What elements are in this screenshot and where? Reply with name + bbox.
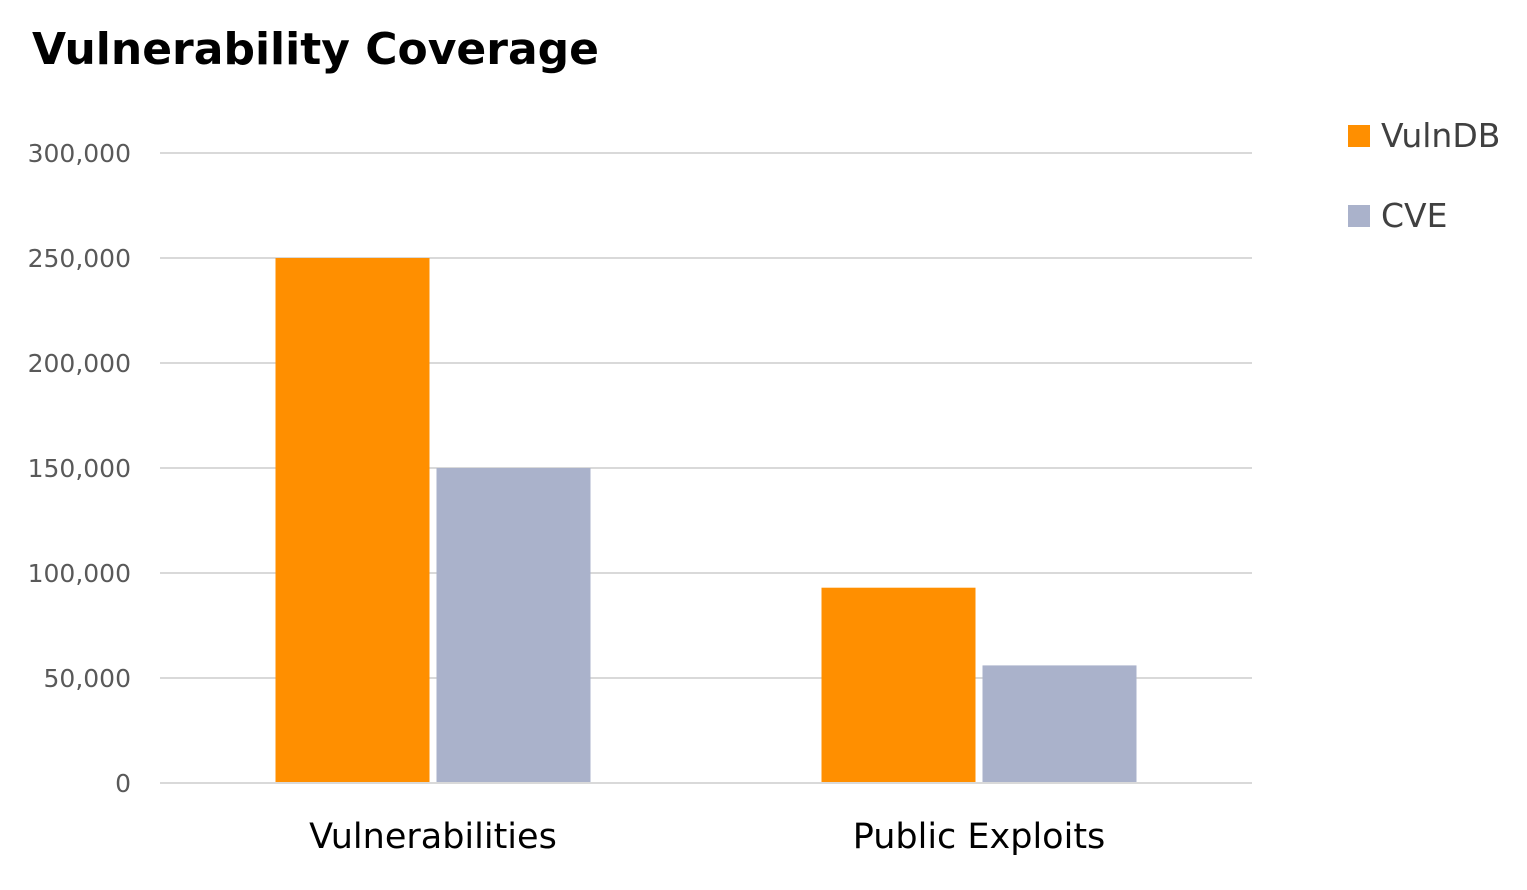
y-axis-ticks: 0 50,000 100,000 150,000 200,000 250,000 300,0… <box>28 139 131 798</box>
x-axis-categories: Vulnerabilities Public Exploits <box>309 817 1105 857</box>
bars <box>160 258 1252 784</box>
legend-swatch-vulndb <box>1348 125 1370 147</box>
legend: VulnDB CVE <box>1348 116 1500 235</box>
y-tick-label: 50,000 <box>44 664 131 693</box>
legend-label-cve: CVE <box>1381 196 1447 235</box>
y-tick-label: 100,000 <box>28 559 131 588</box>
y-tick-label: 200,000 <box>28 349 131 378</box>
legend-label-vulndb: VulnDB <box>1381 116 1500 155</box>
y-tick-label: 0 <box>115 769 131 798</box>
x-category-label: Vulnerabilities <box>309 817 557 857</box>
x-category-label: Public Exploits <box>853 817 1106 857</box>
y-tick-label: 150,000 <box>28 454 131 483</box>
bar-cve-0 <box>436 468 591 783</box>
legend-swatch-cve <box>1348 205 1370 227</box>
bar-vulndb-1 <box>821 587 976 783</box>
bar-cve-1 <box>982 665 1137 783</box>
y-tick-label: 250,000 <box>28 244 131 273</box>
y-tick-label: 300,000 <box>28 139 131 168</box>
chart-title: Vulnerability Coverage <box>32 24 599 75</box>
bar-vulndb-0 <box>275 258 430 783</box>
